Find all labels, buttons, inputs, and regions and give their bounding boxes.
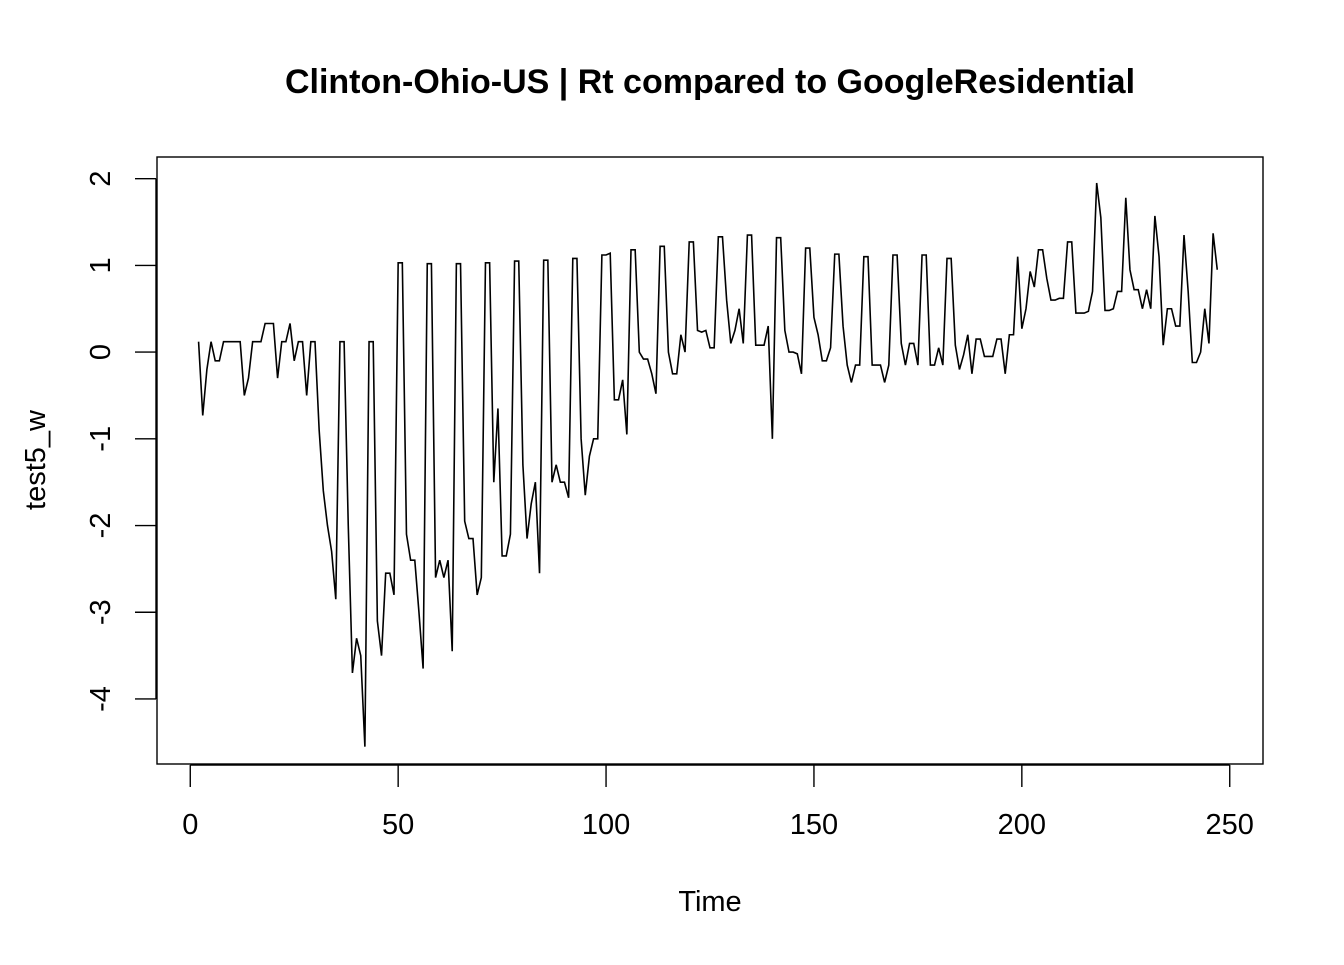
y-tick-label: -4 [85, 686, 117, 712]
x-tick-label: 150 [790, 809, 838, 841]
y-axis: -4 -3 -2 -1 0 1 2 [85, 171, 157, 712]
y-tick-label: -3 [85, 599, 117, 625]
y-tick-label: -2 [85, 513, 117, 539]
x-tick-label: 50 [382, 809, 414, 841]
x-tick-label: 200 [998, 809, 1046, 841]
x-axis-label: Time [678, 886, 741, 918]
y-tick-label: -1 [85, 426, 117, 452]
plot-frame [156, 156, 1264, 765]
series-line [197, 182, 1219, 747]
x-tick-label: 0 [182, 809, 198, 841]
y-tick-label: 2 [85, 171, 117, 187]
series-layer [197, 182, 1219, 747]
x-tick-label: 100 [582, 809, 630, 841]
y-tick-label: 0 [85, 344, 117, 360]
x-axis: 0 50 100 150 200 250 [182, 764, 1254, 841]
y-tick-label: 1 [85, 257, 117, 273]
x-tick-label: 250 [1206, 809, 1254, 841]
y-axis-label: test5_w [20, 409, 52, 510]
chart-title: Clinton-Ohio-US | Rt compared to GoogleR… [285, 63, 1135, 101]
